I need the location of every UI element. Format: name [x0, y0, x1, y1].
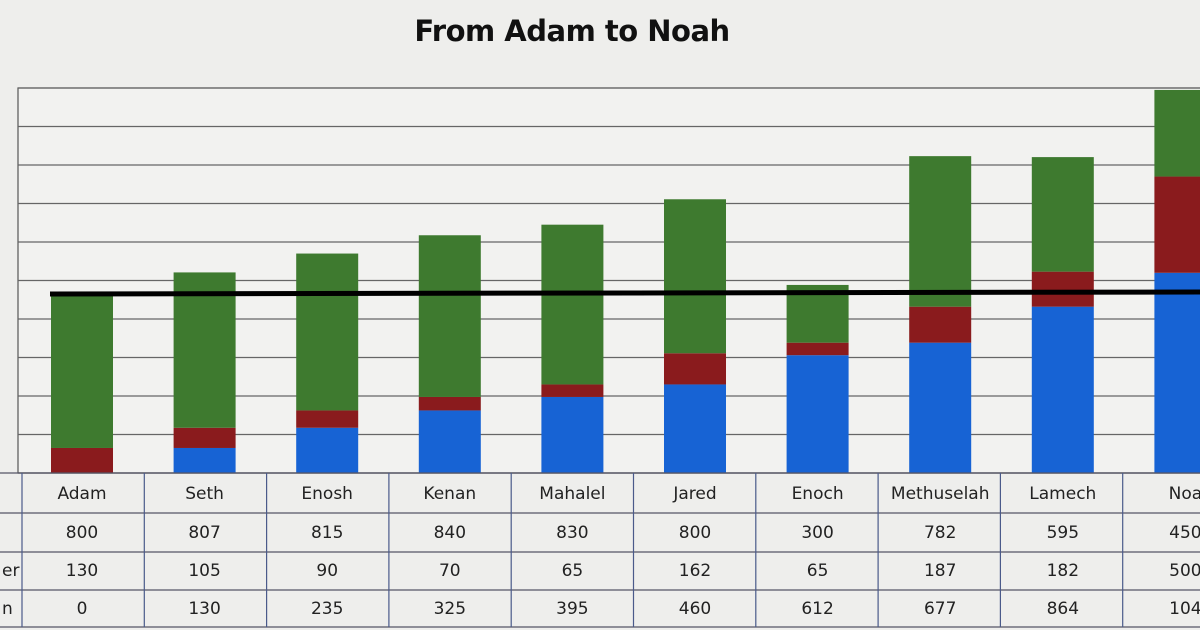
table-cell: 90	[316, 561, 338, 581]
table-header-cell: Noa	[1169, 484, 1200, 504]
table-cell: 235	[311, 599, 343, 619]
table-cell: 300	[801, 523, 833, 543]
table-cell: 677	[924, 599, 956, 619]
bar-remaining	[1031, 157, 1094, 272]
table-cell: 65	[562, 561, 584, 581]
bar-age_at_father	[1031, 271, 1094, 307]
bar-birth	[1154, 272, 1200, 473]
reference-line	[49, 289, 1200, 297]
bar-birth	[909, 342, 972, 473]
table-cell: 807	[188, 523, 220, 543]
bar-age_at_father	[1154, 176, 1200, 273]
table-cell: 500	[1169, 561, 1200, 581]
bar-age_at_father	[541, 384, 604, 397]
bar-age_at_father	[909, 306, 972, 343]
table-header-cell: Enosh	[301, 484, 353, 504]
table-header-cell: Jared	[672, 484, 716, 504]
table-cell: 782	[924, 523, 956, 543]
bar-remaining	[1154, 89, 1200, 177]
table-header-cell: Adam	[57, 484, 106, 504]
bar-remaining	[296, 253, 359, 411]
table-cell: 65	[807, 561, 829, 581]
table-cell: 460	[679, 599, 711, 619]
bar-remaining	[909, 156, 972, 307]
table-cell: 130	[66, 561, 98, 581]
table-cell: 187	[924, 561, 956, 581]
table-cell: 840	[434, 523, 466, 543]
bar-birth	[664, 384, 726, 473]
table-header-cell: Enoch	[792, 484, 844, 504]
table-header-cell: Lamech	[1029, 484, 1096, 504]
table-row-label: n	[2, 599, 13, 619]
bar-remaining	[173, 272, 236, 428]
bar-birth	[786, 355, 849, 473]
bar-age_at_father	[418, 396, 481, 411]
table-cell: 70	[439, 561, 461, 581]
table-cell: 800	[66, 523, 98, 543]
table-cell: 800	[679, 523, 711, 543]
table-header-cell: Kenan	[423, 484, 476, 504]
bar-remaining	[418, 235, 481, 397]
table-cell: 104	[1169, 599, 1200, 619]
table-cell: 130	[188, 599, 220, 619]
bar-age_at_father	[173, 427, 236, 448]
bar-birth	[1031, 306, 1094, 473]
bar-age_at_father	[664, 353, 726, 385]
table-cell: 182	[1047, 561, 1079, 581]
table-cell: 815	[311, 523, 343, 543]
bar-age_at_father	[296, 410, 359, 428]
bar-birth	[173, 447, 236, 473]
bar-birth	[296, 427, 359, 473]
chart-title: From Adam to Noah	[414, 14, 730, 48]
bar-age_at_father	[786, 342, 849, 356]
table-header-cell: Methuselah	[891, 484, 990, 504]
bar-birth	[541, 396, 604, 473]
table-cell: 830	[556, 523, 588, 543]
table-row-label: er	[2, 561, 19, 581]
table-cell: 162	[679, 561, 711, 581]
table-cell: 595	[1047, 523, 1079, 543]
table-cell: 395	[556, 599, 588, 619]
table-header-cell: Seth	[185, 484, 224, 504]
table-cell: 0	[77, 599, 88, 619]
table-cell: 105	[188, 561, 220, 581]
bar-remaining	[51, 293, 113, 448]
bar-remaining	[664, 199, 726, 354]
table-header-cell: Mahalel	[539, 484, 605, 504]
bar-birth	[418, 410, 481, 473]
bar-age_at_father	[51, 447, 113, 473]
table-cell: 450	[1169, 523, 1200, 543]
table-cell: 612	[801, 599, 833, 619]
table-cell: 325	[434, 599, 466, 619]
bar-remaining	[541, 224, 604, 385]
table-cell: 864	[1047, 599, 1079, 619]
